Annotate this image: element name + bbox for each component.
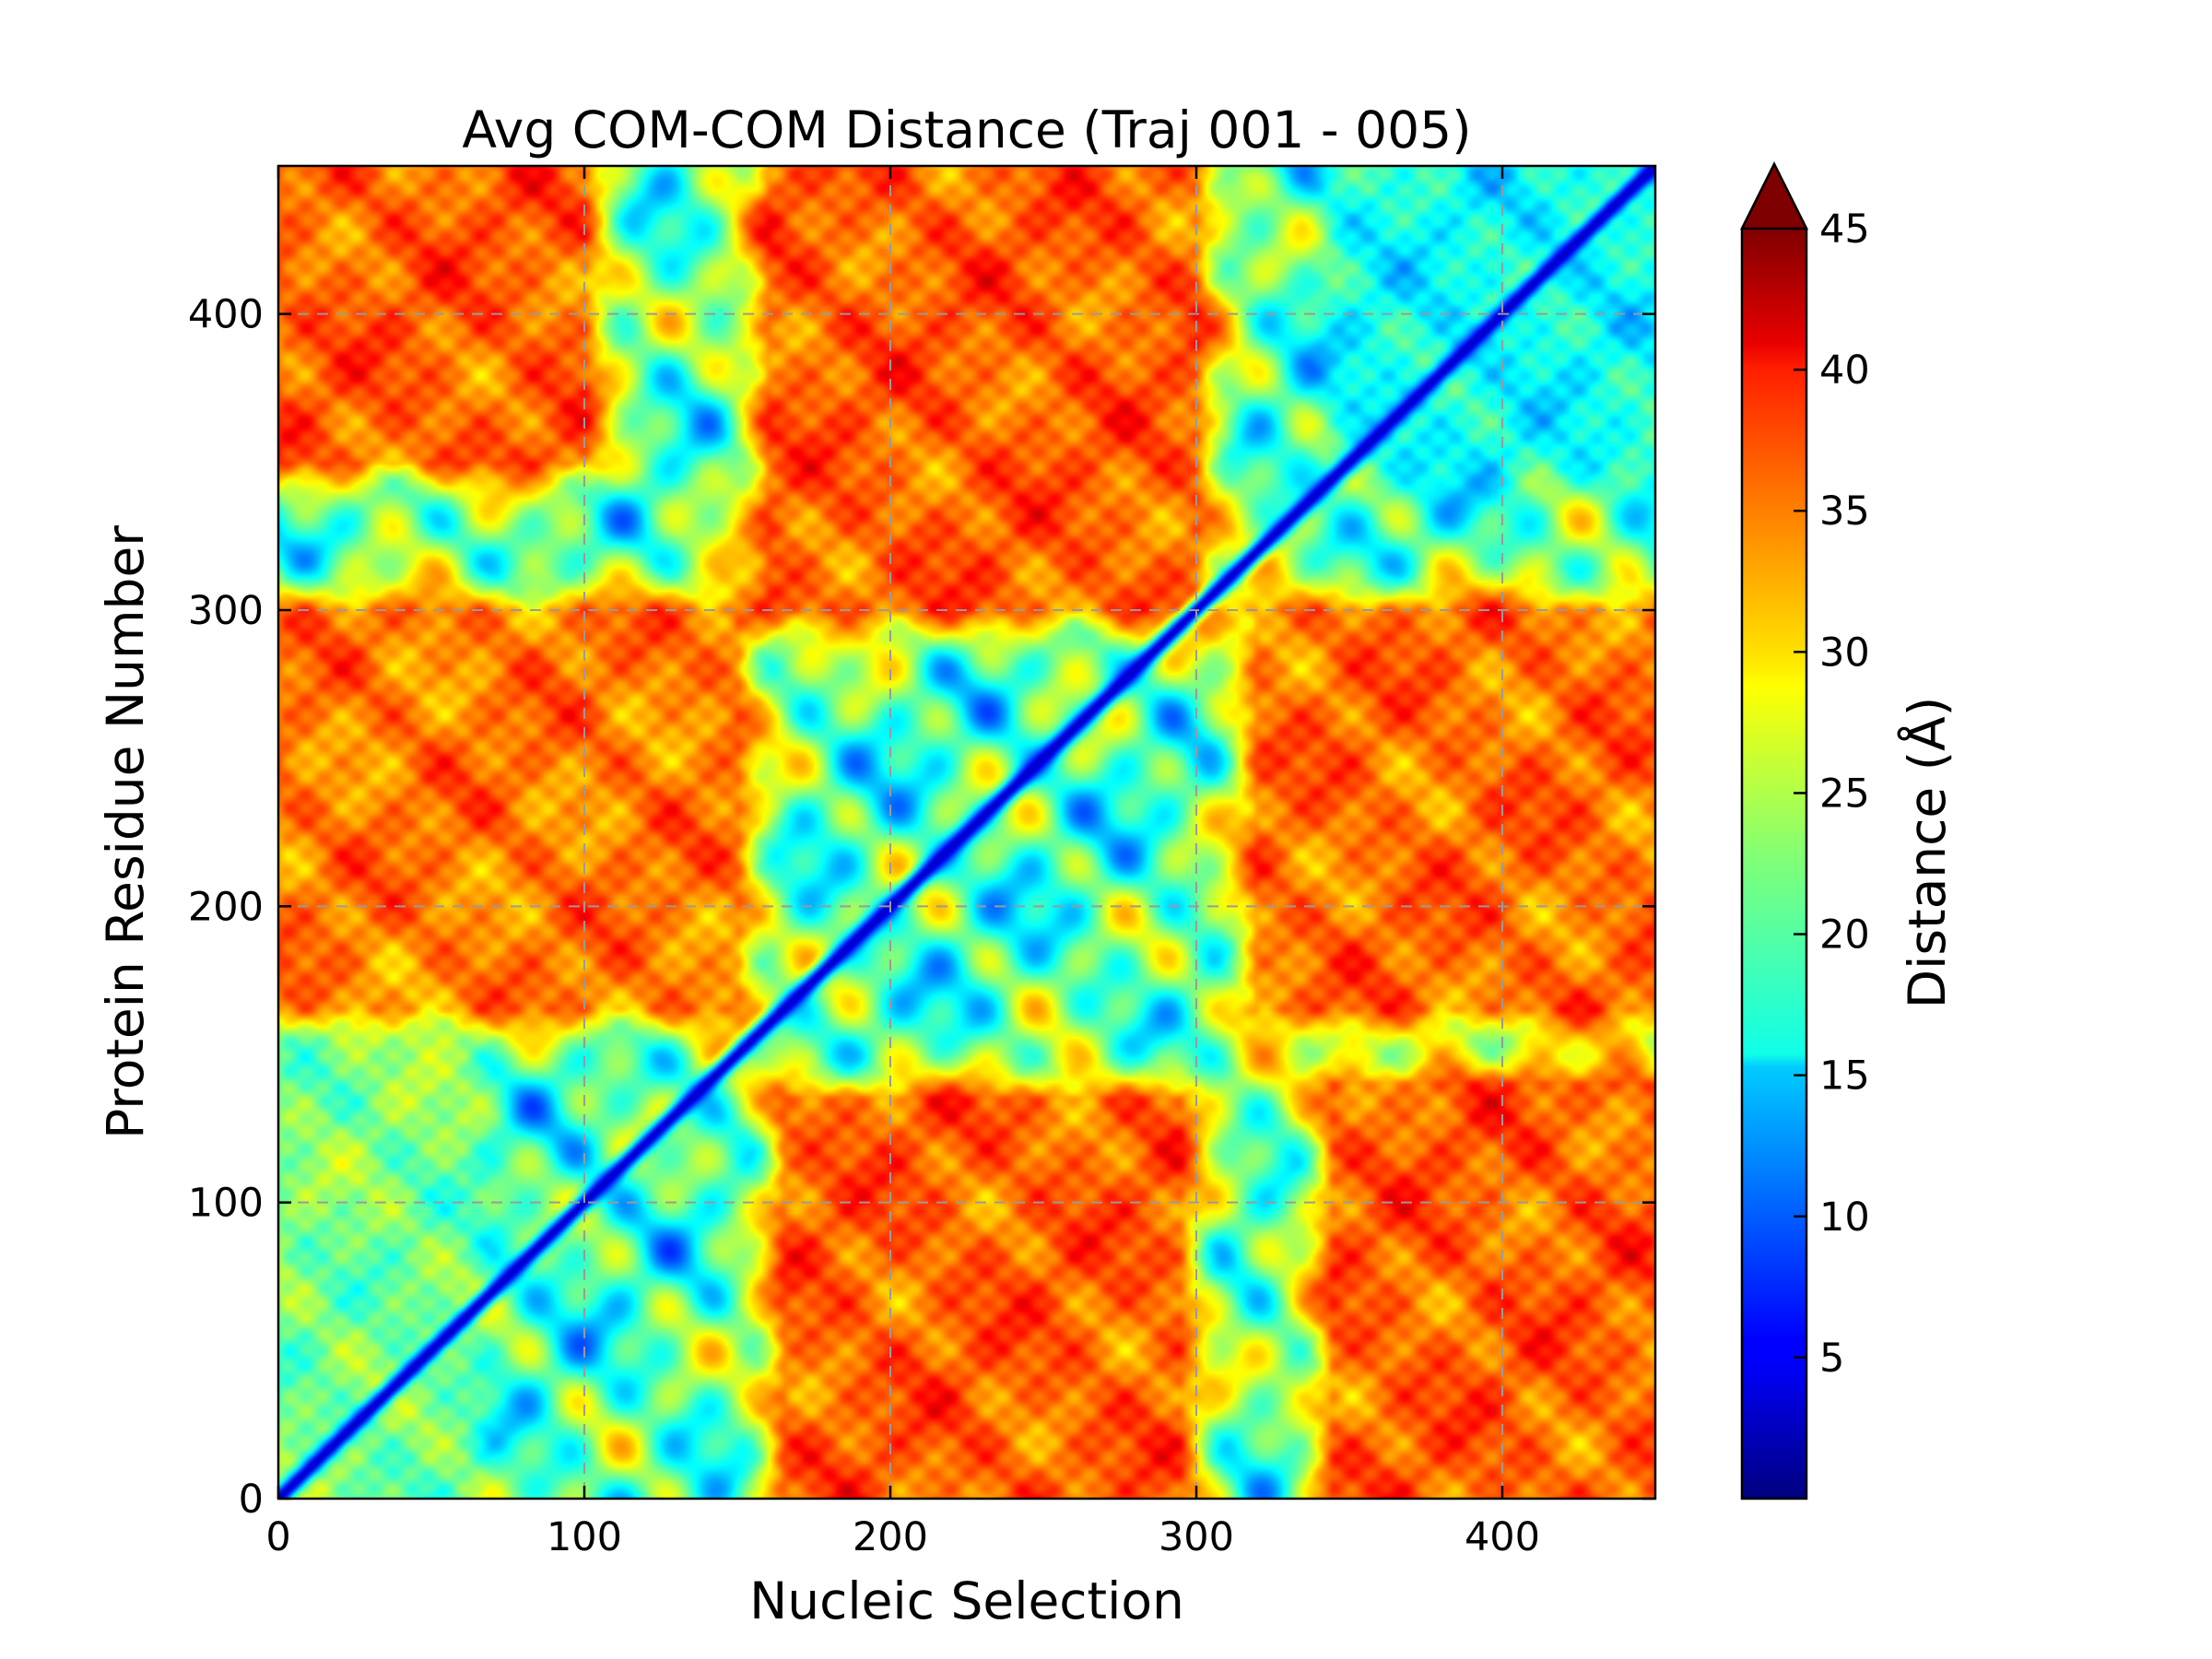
colorbar-tick-label-8: 45	[1819, 206, 1870, 253]
y-tick-label-1: 100	[188, 1181, 264, 1227]
x-tick-label-2: 200	[853, 1514, 928, 1560]
colorbar-tick-label-3: 20	[1819, 912, 1870, 959]
colorbar-ticks: 5 10 15 20 25 30 35 40 45	[1794, 206, 1870, 1382]
x-tick-label-4: 400	[1465, 1514, 1540, 1560]
y-axis-label: Protein Residue Number	[96, 525, 155, 1139]
colorbar-tick-label-4: 25	[1819, 771, 1870, 817]
colorbar-label: Distance (Å)	[1897, 697, 1957, 1009]
colorbar-extend-arrow	[1739, 161, 1809, 230]
colorbar-tick-label-2: 15	[1819, 1053, 1870, 1100]
y-tick-label-0: 0	[239, 1477, 264, 1523]
x-axis-label: Nucleic Selection	[749, 1571, 1184, 1630]
y-tick-label-2: 200	[188, 884, 264, 930]
heatmap-cells	[278, 166, 1655, 1499]
colorbar-tick-label-0: 5	[1819, 1335, 1844, 1382]
y-axis: 0 100 200 300 400	[188, 292, 1655, 1523]
colorbar-gradient	[1742, 229, 1806, 1499]
y-tick-label-4: 400	[188, 292, 264, 338]
colorbar-tick-label-7: 40	[1819, 347, 1870, 394]
x-tick-label-1: 100	[547, 1514, 622, 1560]
y-tick-label-3: 300	[188, 588, 264, 634]
x-tick-label-0: 0	[265, 1514, 290, 1560]
colorbar-tick-label-5: 30	[1819, 629, 1870, 676]
colorbar-outline	[1740, 161, 1808, 1500]
colorbar-tick-label-1: 10	[1819, 1194, 1870, 1241]
grid-lines	[278, 166, 1655, 1499]
heatmap-area-wrapper	[278, 166, 1655, 1499]
colorbar-tick-label-6: 35	[1819, 488, 1870, 535]
colorbar: 5 10 15 20 25 30 35 40 45 Distance (Å)	[1739, 161, 1957, 1500]
plot-frame	[276, 164, 1657, 1500]
x-tick-label-3: 300	[1159, 1514, 1234, 1560]
chart-title: Avg COM-COM Distance (Traj 001 - 005)	[462, 100, 1471, 159]
x-axis: 0 100 200 300 400	[265, 166, 1540, 1560]
